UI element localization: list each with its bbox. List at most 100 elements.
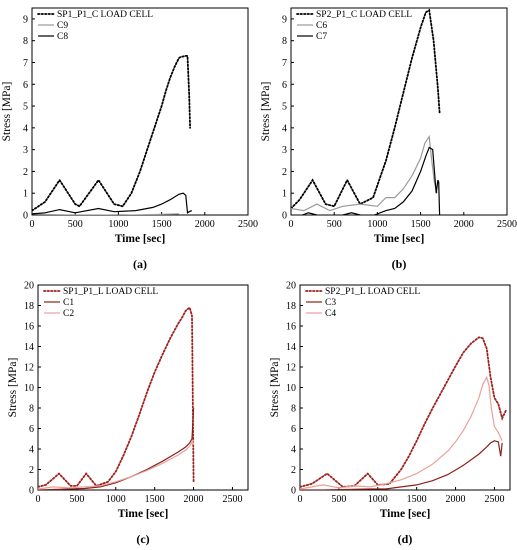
x-tick-label: 1500	[152, 219, 172, 230]
series-line-sp2-p1-c-load-cell	[291, 8, 441, 210]
plot-frame	[290, 7, 508, 216]
legend-entry: C9	[57, 21, 68, 31]
x-tick-label: 500	[68, 219, 83, 230]
y-tick-label: 6	[29, 424, 34, 435]
y-tick-label: 1	[282, 189, 287, 200]
y-tick-label: 2	[282, 167, 287, 178]
y-tick-label: 8	[29, 404, 34, 415]
x-tick-label: 2000	[454, 219, 474, 230]
y-tick-label: 0	[291, 486, 296, 497]
series-line-c3	[300, 440, 503, 490]
y-tick-label: 5	[23, 102, 28, 113]
series-line-c8	[32, 192, 193, 215]
y-tick-label: 0	[282, 211, 287, 222]
y-tick-label: 16	[286, 322, 296, 333]
legend-entry: C2	[63, 309, 74, 319]
y-tick-label: 4	[23, 123, 28, 134]
legend-entry: SP2_P1_C LOAD CELL	[316, 10, 412, 20]
x-tick-label: 1000	[368, 494, 388, 505]
y-tick-label: 6	[291, 424, 296, 435]
y-tick-label: 10	[286, 383, 296, 394]
x-tick-label: 1500	[407, 494, 427, 505]
panel-label: (b)	[392, 257, 407, 271]
y-tick-label: 3	[23, 145, 28, 156]
legend-entry: C8	[57, 32, 68, 42]
x-tick-label: 0	[298, 494, 303, 505]
y-tick-label: 12	[286, 363, 296, 374]
x-axis-label: Time [sec]	[118, 508, 169, 520]
y-tick-label: 8	[23, 36, 28, 47]
legend-entry: C6	[316, 21, 327, 31]
series-line-c2	[38, 439, 195, 490]
x-tick-label: 500	[69, 494, 84, 505]
legend-entry: C1	[63, 298, 74, 308]
legend-entry: C3	[325, 298, 336, 308]
y-tick-label: 12	[24, 363, 34, 374]
x-tick-label: 0	[30, 219, 35, 230]
y-tick-label: 6	[23, 80, 28, 91]
y-tick-label: 18	[286, 301, 296, 312]
y-tick-label: 4	[282, 123, 287, 134]
x-tick-label: 1500	[145, 494, 165, 505]
panel-label: (d)	[398, 532, 413, 546]
series-line-c4	[300, 375, 503, 490]
x-tick-label: 2500	[222, 494, 242, 505]
y-tick-label: 4	[29, 445, 34, 456]
legend-entry: C4	[325, 309, 336, 319]
x-tick-label: 2500	[484, 494, 504, 505]
x-tick-label: 0	[36, 494, 41, 505]
chart-panel-2: 0 500 1000 1500 2000 2500 0 2 4 6 8 10 12 14 16 18 20 Tim…	[7, 281, 249, 546]
x-tick-label: 500	[327, 219, 342, 230]
chart-panel-3: 0 500 1000 1500 2000 2500 0 2 4 6 8 10 12 14 16 18 20 Tim…	[269, 281, 511, 546]
y-tick-label: 14	[286, 342, 296, 353]
y-tick-label: 0	[29, 486, 34, 497]
x-tick-label: 1500	[411, 219, 431, 230]
y-axis-label: Stress [MPa]	[1, 82, 13, 142]
x-tick-label: 2000	[195, 219, 215, 230]
y-tick-label: 20	[24, 281, 34, 292]
legend-entry: SP1_P1_C LOAD CELL	[57, 10, 153, 20]
y-tick-label: 7	[282, 58, 287, 69]
y-tick-label: 9	[23, 14, 28, 25]
y-tick-label: 1	[23, 189, 28, 200]
series-line-sp1-p1-l-load-cell	[38, 306, 195, 488]
y-axis-label: Stress [MPa]	[260, 82, 272, 142]
y-axis-label: Stress [MPa]	[7, 358, 19, 418]
x-axis-label: Time [sec]	[380, 508, 431, 520]
legend-entry: SP2_P1_L LOAD CELL	[325, 287, 420, 297]
chart-panel-0: 0 500 1000 1500 2000 2500 0 1 2 3 4 5 6 7 8 9 Time [sec]…	[1, 7, 258, 271]
series-line-c6	[291, 134, 438, 212]
x-tick-label: 2000	[446, 494, 466, 505]
y-tick-label: 10	[24, 383, 34, 394]
x-axis-label: Time [sec]	[374, 233, 425, 245]
chart-panel-1: 0 500 1000 1500 2000 2500 0 1 2 3 4 5 6 7 8 9 Time [sec]…	[260, 7, 517, 271]
y-tick-label: 8	[282, 36, 287, 47]
panel-label: (a)	[133, 257, 147, 271]
y-tick-label: 14	[24, 342, 34, 353]
y-tick-label: 2	[29, 465, 34, 476]
series-line-sp2-p1-l-load-cell	[300, 336, 508, 488]
panel-label: (c)	[136, 532, 149, 546]
x-tick-label: 2500	[238, 219, 258, 230]
legend-entry: C7	[316, 32, 327, 42]
y-tick-label: 7	[23, 58, 28, 69]
x-tick-label: 1000	[367, 219, 387, 230]
x-axis-label: Time [sec]	[115, 233, 166, 245]
x-tick-label: 1000	[108, 219, 128, 230]
y-tick-label: 16	[24, 322, 34, 333]
series-line-c1	[38, 407, 195, 490]
y-tick-label: 9	[282, 14, 287, 25]
x-tick-label: 0	[289, 219, 294, 230]
y-tick-label: 2	[291, 465, 296, 476]
y-tick-label: 20	[286, 281, 296, 292]
series-line-c7	[300, 146, 441, 215]
y-axis-label: Stress [MPa]	[269, 358, 281, 418]
y-tick-label: 8	[291, 404, 296, 415]
series-line-sp1-p1-c-load-cell	[32, 55, 192, 212]
y-tick-label: 0	[23, 211, 28, 222]
y-tick-label: 2	[23, 167, 28, 178]
legend-entry: SP1_P1_L LOAD CELL	[63, 287, 158, 297]
x-tick-label: 1000	[106, 494, 126, 505]
x-tick-label: 2000	[184, 494, 204, 505]
